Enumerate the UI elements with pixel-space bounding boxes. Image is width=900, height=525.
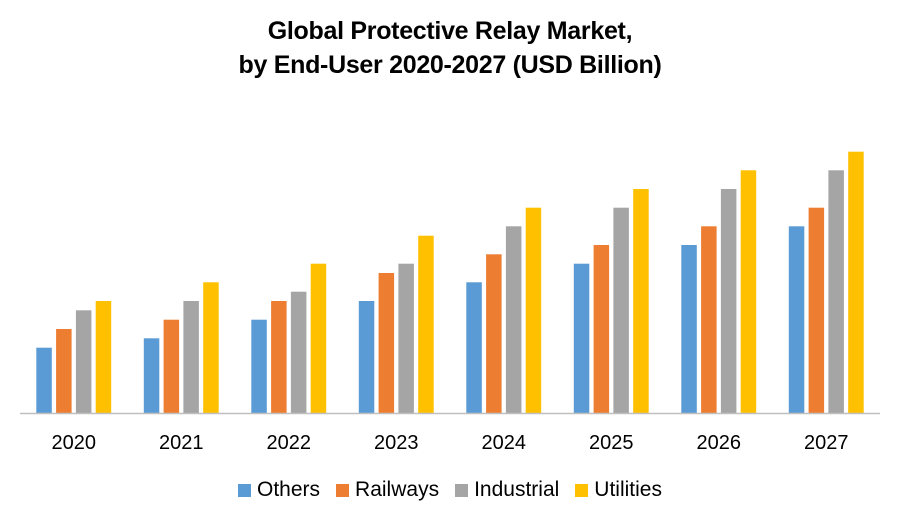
bar-utilities-2027 — [848, 151, 864, 413]
bar-industrial-2026 — [720, 189, 737, 413]
bar-railways-2021 — [163, 319, 180, 413]
bar-utilities-2021 — [203, 282, 219, 413]
x-tick-label-2022: 2022 — [267, 432, 312, 454]
bar-others-2025 — [573, 263, 590, 413]
bar-others-2021 — [143, 338, 160, 413]
bar-industrial-2024 — [505, 226, 522, 413]
bar-railways-2026 — [701, 226, 717, 413]
x-tick-label-2021: 2021 — [159, 432, 204, 454]
legend-swatch-utilities — [575, 483, 589, 497]
bar-industrial-2022 — [290, 291, 307, 413]
legend-item-industrial: Industrial — [455, 478, 559, 502]
chart-title-line-1: Global Protective Relay Market, — [267, 17, 633, 45]
legend-swatch-railways — [336, 483, 350, 497]
bar-others-2026 — [681, 245, 697, 413]
bar-railways-2027 — [808, 207, 825, 413]
legend-label-utilities: Utilities — [594, 478, 662, 501]
bar-railways-2020 — [56, 329, 72, 413]
x-tick-label-2027: 2027 — [804, 432, 849, 454]
chart-title: Global Protective Relay Market, by End-U… — [0, 14, 900, 82]
bar-utilities-2026 — [740, 170, 757, 413]
x-tick-label-2025: 2025 — [589, 432, 634, 454]
bar-industrial-2027 — [828, 170, 844, 413]
legend-label-railways: Railways — [355, 478, 440, 501]
bar-utilities-2025 — [633, 189, 649, 413]
legend-swatch-others — [238, 483, 252, 497]
x-tick-labels: 2020 2021 2022 2023 2024 2025 2026 2027 — [52, 432, 849, 454]
bar-chart: 2020 2021 2022 2023 2024 2025 2026 2027 — [20, 151, 880, 454]
bar-industrial-2020 — [75, 310, 92, 413]
x-tick-label-2023: 2023 — [374, 432, 419, 454]
x-tick-label-2024: 2024 — [482, 432, 527, 454]
bar-industrial-2023 — [398, 263, 414, 413]
chart-title-line-2: by End-User 2020-2027 (USD Billion) — [238, 51, 662, 79]
bar-utilities-2020 — [95, 301, 112, 413]
bar-others-2023 — [358, 301, 375, 413]
bar-others-2024 — [466, 282, 482, 413]
bar-industrial-2021 — [183, 301, 199, 413]
bar-railways-2024 — [486, 254, 502, 413]
x-tick-label-2026: 2026 — [697, 432, 742, 454]
legend-item-railways: Railways — [336, 478, 439, 502]
bar-railways-2025 — [593, 245, 610, 413]
bar-railways-2022 — [271, 301, 287, 413]
legend-swatch-industrial — [455, 483, 469, 497]
bar-utilities-2023 — [418, 235, 434, 413]
bar-others-2027 — [788, 226, 805, 413]
bar-utilities-2024 — [525, 207, 542, 413]
x-tick-label-2020: 2020 — [52, 432, 97, 454]
legend-item-utilities: Utilities — [575, 478, 662, 502]
bar-others-2022 — [251, 319, 267, 413]
legend: Others Railways Industrial Utilities — [0, 478, 900, 503]
bar-industrial-2025 — [613, 207, 629, 413]
bar-others-2020 — [36, 347, 52, 413]
legend-item-others: Others — [238, 478, 320, 502]
legend-label-others: Others — [257, 478, 321, 501]
bars-group — [36, 151, 864, 413]
legend-label-industrial: Industrial — [474, 478, 560, 501]
bar-railways-2023 — [378, 273, 395, 413]
bar-utilities-2022 — [310, 263, 327, 413]
